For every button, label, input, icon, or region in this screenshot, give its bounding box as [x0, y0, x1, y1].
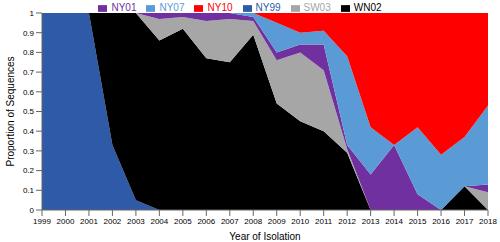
- svg-text:2012: 2012: [338, 217, 356, 226]
- svg-text:0: 0: [30, 206, 35, 215]
- html-text:SW03: SW03: [303, 2, 331, 13]
- svg-text:0.1: 0.1: [23, 186, 35, 195]
- svg-text:2001: 2001: [80, 217, 98, 226]
- svg-text:2015: 2015: [409, 217, 427, 226]
- svg-text:2006: 2006: [197, 217, 215, 226]
- svg-text:2017: 2017: [456, 217, 474, 226]
- svg-text:2008: 2008: [244, 217, 262, 226]
- svg-text:2000: 2000: [57, 217, 75, 226]
- svg-text:0.3: 0.3: [23, 147, 35, 156]
- svg-text:2002: 2002: [104, 217, 122, 226]
- svg-text:2003: 2003: [127, 217, 145, 226]
- html-text:NY07: NY07: [159, 2, 185, 13]
- svg-text:2011: 2011: [315, 217, 333, 226]
- svg-text:2014: 2014: [385, 217, 403, 226]
- svg-text:0.9: 0.9: [23, 29, 35, 38]
- svg-text:0.8: 0.8: [23, 48, 35, 57]
- svg-text:2016: 2016: [432, 217, 450, 226]
- html-text:WN02: WN02: [353, 2, 382, 13]
- svg-text:0.5: 0.5: [23, 107, 35, 116]
- svg-text:1999: 1999: [33, 217, 51, 226]
- svg-text:0.2: 0.2: [23, 166, 35, 175]
- svg-text:2005: 2005: [174, 217, 192, 226]
- svg-text:2010: 2010: [291, 217, 309, 226]
- svg-text:2018: 2018: [479, 217, 492, 226]
- svg-text:1: 1: [30, 9, 35, 18]
- html-text:NY10: NY10: [207, 2, 233, 13]
- svg-text:Proportion of Sequences: Proportion of Sequences: [8, 56, 16, 166]
- svg-text:2009: 2009: [268, 217, 286, 226]
- svg-text:0.6: 0.6: [23, 88, 35, 97]
- svg-text:0.7: 0.7: [23, 68, 35, 77]
- svg-text:2013: 2013: [362, 217, 380, 226]
- svg-text:0.4: 0.4: [23, 127, 35, 136]
- svg-text:Year of Isolation: Year of Isolation: [229, 231, 300, 242]
- svg-text:2007: 2007: [221, 217, 239, 226]
- svg-text:2004: 2004: [150, 217, 168, 226]
- html-text:NY01: NY01: [111, 2, 137, 13]
- html-text:NY99: NY99: [255, 2, 281, 13]
